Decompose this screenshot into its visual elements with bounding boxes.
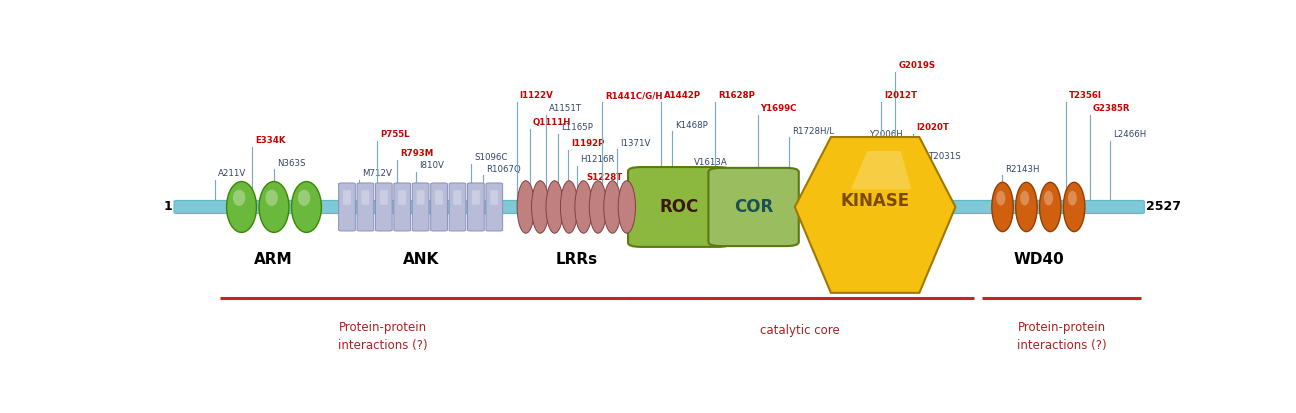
Ellipse shape: [298, 190, 310, 206]
Ellipse shape: [991, 182, 1013, 232]
Text: I810V: I810V: [419, 161, 445, 171]
Text: G2385R: G2385R: [1093, 104, 1130, 113]
Text: ROC: ROC: [660, 198, 699, 216]
FancyBboxPatch shape: [174, 200, 1144, 214]
Text: COR: COR: [734, 198, 774, 216]
Ellipse shape: [1016, 182, 1037, 232]
Ellipse shape: [1045, 191, 1054, 206]
Text: R2143H: R2143H: [1004, 165, 1039, 173]
Ellipse shape: [517, 181, 534, 233]
FancyBboxPatch shape: [412, 183, 429, 231]
Polygon shape: [794, 137, 955, 293]
Ellipse shape: [1039, 182, 1061, 232]
Text: I2020T: I2020T: [916, 123, 949, 132]
Text: 2527: 2527: [1147, 200, 1182, 214]
Text: R1728H/L: R1728H/L: [792, 126, 833, 135]
Text: K1468P: K1468P: [675, 121, 708, 130]
Text: G2019S: G2019S: [898, 61, 936, 70]
Ellipse shape: [227, 182, 257, 233]
Ellipse shape: [1068, 191, 1077, 206]
Ellipse shape: [590, 181, 607, 233]
FancyBboxPatch shape: [343, 190, 351, 205]
Ellipse shape: [1064, 182, 1085, 232]
FancyBboxPatch shape: [394, 183, 411, 231]
Text: H1216R: H1216R: [579, 155, 614, 164]
Text: S1228T: S1228T: [587, 173, 623, 182]
FancyBboxPatch shape: [380, 190, 388, 205]
Text: 1: 1: [163, 200, 172, 214]
Text: M712V: M712V: [362, 169, 391, 178]
FancyBboxPatch shape: [472, 190, 480, 205]
FancyBboxPatch shape: [398, 190, 406, 205]
Text: P755L: P755L: [380, 130, 410, 139]
Text: I1122V: I1122V: [520, 91, 553, 100]
Polygon shape: [851, 151, 911, 190]
Text: R793M: R793M: [400, 150, 433, 158]
FancyBboxPatch shape: [356, 183, 373, 231]
FancyBboxPatch shape: [486, 183, 503, 231]
Ellipse shape: [233, 190, 245, 206]
Text: LRRs: LRRs: [556, 252, 597, 267]
Text: R1941H: R1941H: [854, 145, 888, 154]
Text: R1441C/G/H: R1441C/G/H: [605, 91, 662, 100]
FancyBboxPatch shape: [629, 167, 731, 247]
Text: WD40: WD40: [1013, 252, 1064, 267]
Text: ANK: ANK: [403, 252, 439, 267]
Ellipse shape: [259, 182, 289, 233]
Ellipse shape: [604, 181, 621, 233]
Text: L1795F: L1795F: [816, 159, 848, 168]
FancyBboxPatch shape: [430, 183, 447, 231]
Ellipse shape: [292, 182, 321, 233]
Ellipse shape: [1020, 191, 1029, 206]
Ellipse shape: [997, 191, 1006, 206]
Text: E334K: E334K: [255, 136, 286, 145]
Text: A211V: A211V: [218, 169, 246, 178]
Text: A1151T: A1151T: [548, 104, 582, 113]
FancyBboxPatch shape: [468, 183, 485, 231]
Ellipse shape: [560, 181, 578, 233]
Text: A1442P: A1442P: [664, 91, 701, 100]
FancyBboxPatch shape: [709, 168, 798, 246]
Text: V1613A: V1613A: [695, 158, 728, 167]
Text: I1371V: I1371V: [619, 138, 651, 147]
Ellipse shape: [575, 181, 592, 233]
Text: Y1699C: Y1699C: [761, 104, 797, 113]
Ellipse shape: [546, 181, 564, 233]
Text: Y2006H: Y2006H: [870, 130, 903, 139]
Text: Q1111H: Q1111H: [533, 119, 572, 128]
Text: KINASE: KINASE: [841, 192, 910, 210]
Text: S1096C: S1096C: [474, 154, 508, 162]
Text: T2031S: T2031S: [929, 152, 962, 161]
Text: N363S: N363S: [277, 159, 306, 168]
FancyBboxPatch shape: [450, 183, 465, 231]
FancyBboxPatch shape: [362, 190, 369, 205]
Text: R1628P: R1628P: [718, 91, 756, 100]
Text: I2012T: I2012T: [884, 91, 918, 100]
Ellipse shape: [266, 190, 277, 206]
Text: R1067Q: R1067Q: [486, 165, 521, 173]
Ellipse shape: [531, 181, 550, 233]
FancyBboxPatch shape: [338, 183, 355, 231]
FancyBboxPatch shape: [435, 190, 443, 205]
FancyBboxPatch shape: [376, 183, 393, 231]
Text: L2466H: L2466H: [1113, 130, 1147, 139]
Text: ARM: ARM: [254, 252, 293, 267]
Text: T2356I: T2356I: [1069, 91, 1102, 100]
Text: L1165P: L1165P: [561, 123, 592, 132]
FancyBboxPatch shape: [490, 190, 498, 205]
Text: catalytic core: catalytic core: [759, 324, 840, 337]
Text: I1192P: I1192P: [570, 139, 604, 148]
Text: Protein-protein
interactions (?): Protein-protein interactions (?): [338, 320, 428, 352]
Text: Protein-protein
interactions (?): Protein-protein interactions (?): [1017, 320, 1107, 352]
FancyBboxPatch shape: [454, 190, 461, 205]
Ellipse shape: [618, 181, 635, 233]
FancyBboxPatch shape: [416, 190, 425, 205]
